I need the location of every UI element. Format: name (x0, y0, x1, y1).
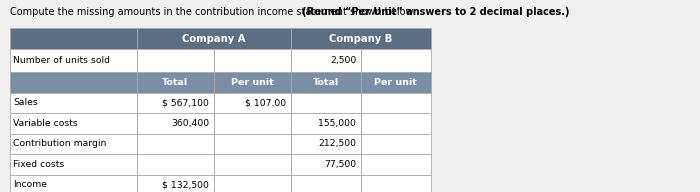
Text: $ 132,500: $ 132,500 (162, 180, 209, 190)
Text: 360,400: 360,400 (172, 119, 209, 128)
Text: Company B: Company B (329, 34, 392, 44)
Bar (136, 93, 214, 113)
Bar (136, 175, 214, 192)
Text: Total: Total (312, 78, 339, 87)
Bar (360, 93, 430, 113)
Bar (360, 134, 430, 154)
Text: 212,500: 212,500 (318, 139, 356, 148)
Text: Fixed costs: Fixed costs (13, 160, 64, 169)
Text: 77,500: 77,500 (324, 160, 356, 169)
Bar (360, 175, 430, 192)
Text: Variable costs: Variable costs (13, 119, 78, 128)
Bar (214, 49, 290, 72)
Bar (10, 49, 136, 72)
Bar (10, 28, 136, 49)
Text: 2,500: 2,500 (330, 56, 356, 65)
Bar (10, 72, 136, 93)
Bar (136, 113, 214, 134)
Bar (290, 49, 360, 72)
Bar (214, 93, 290, 113)
Bar (360, 72, 430, 93)
Text: Compute the missing amounts in the contribution income statement shown below:: Compute the missing amounts in the contr… (10, 7, 419, 17)
Bar (290, 93, 360, 113)
Bar (10, 175, 136, 192)
Text: Income: Income (13, 180, 48, 190)
Bar (214, 134, 290, 154)
Bar (290, 154, 360, 175)
Text: (Round “Per Unit” answers to 2 decimal places.): (Round “Per Unit” answers to 2 decimal p… (302, 7, 569, 17)
Bar (136, 154, 214, 175)
Bar (214, 154, 290, 175)
Text: Per unit: Per unit (374, 78, 417, 87)
Bar (214, 113, 290, 134)
Text: Number of units sold: Number of units sold (13, 56, 111, 65)
Text: Contribution margin: Contribution margin (13, 139, 106, 148)
Bar (360, 113, 430, 134)
Text: 155,000: 155,000 (318, 119, 356, 128)
Bar (214, 175, 290, 192)
Bar (136, 134, 214, 154)
Bar (136, 49, 214, 72)
Text: Sales: Sales (13, 98, 38, 107)
Bar (136, 72, 214, 93)
Bar (10, 154, 136, 175)
Bar (290, 113, 360, 134)
Text: Per unit: Per unit (230, 78, 274, 87)
Bar (136, 28, 290, 49)
Bar (290, 28, 430, 49)
Bar (360, 154, 430, 175)
Bar (10, 93, 136, 113)
Text: Total: Total (162, 78, 188, 87)
Text: Company A: Company A (182, 34, 245, 44)
Bar (290, 175, 360, 192)
Bar (10, 113, 136, 134)
Bar (214, 72, 290, 93)
Bar (10, 134, 136, 154)
Text: $ 107.00: $ 107.00 (245, 98, 286, 107)
Bar (360, 49, 430, 72)
Bar (290, 134, 360, 154)
Text: $ 567,100: $ 567,100 (162, 98, 209, 107)
Bar (290, 72, 360, 93)
